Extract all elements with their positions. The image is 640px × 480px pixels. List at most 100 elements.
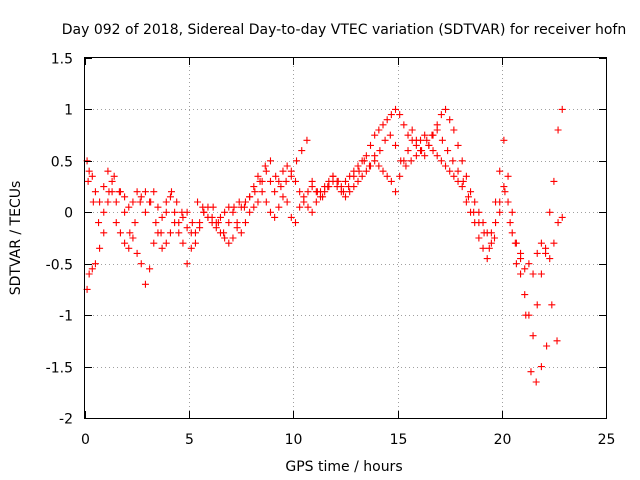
data-point: [500, 183, 508, 191]
data-point: [386, 131, 394, 139]
data-point: [421, 152, 429, 160]
data-point: [271, 188, 279, 196]
data-point: [470, 208, 478, 216]
x-tick-label: 5: [185, 432, 194, 448]
data-point: [125, 244, 133, 252]
data-point: [121, 239, 129, 247]
data-point: [296, 188, 304, 196]
y-tick-label: 0: [64, 206, 73, 222]
data-point: [437, 157, 445, 165]
data-point: [246, 193, 254, 201]
data-point: [362, 167, 370, 175]
data-point: [137, 193, 145, 201]
data-point: [345, 183, 353, 191]
data-point: [437, 111, 445, 119]
data-point: [400, 121, 408, 129]
data-point: [146, 265, 154, 273]
data-point: [91, 260, 99, 268]
data-point: [100, 229, 108, 237]
data-point: [517, 249, 525, 257]
data-point: [392, 188, 400, 196]
data-point: [225, 239, 233, 247]
data-point: [291, 177, 299, 185]
data-point: [404, 147, 412, 155]
data-point: [85, 270, 93, 278]
data-point: [112, 198, 120, 206]
data-point: [428, 131, 436, 139]
x-tick-label: 20: [494, 432, 512, 448]
data-point: [250, 203, 258, 211]
data-point: [266, 208, 274, 216]
data-point: [275, 177, 283, 185]
x-tick-label: 15: [390, 432, 408, 448]
data-point: [250, 183, 258, 191]
data-point: [342, 193, 349, 201]
y-tick-label: -2: [59, 412, 73, 428]
data-point: [504, 172, 512, 180]
data-point: [108, 177, 116, 185]
data-point: [256, 177, 264, 185]
data-point: [525, 260, 533, 268]
grid: [85, 58, 606, 418]
data-point: [110, 172, 118, 180]
data-point: [548, 301, 556, 309]
data-point: [229, 208, 237, 216]
data-point: [402, 162, 410, 170]
data-point: [216, 213, 224, 221]
data-point: [342, 177, 349, 185]
data-point: [458, 183, 466, 191]
data-point: [324, 183, 332, 191]
data-point: [485, 244, 493, 252]
data-point: [464, 193, 472, 201]
data-point: [454, 167, 462, 175]
data-point: [251, 188, 259, 196]
data-point: [508, 208, 516, 216]
data-point: [241, 219, 249, 227]
data-point: [417, 136, 425, 144]
data-point: [558, 105, 566, 113]
data-point: [183, 260, 191, 268]
data-point: [329, 172, 337, 180]
data-point: [187, 244, 195, 252]
data-point: [89, 198, 97, 206]
data-point: [272, 172, 280, 180]
data-point: [141, 208, 149, 216]
data-point: [553, 337, 561, 345]
data-point: [162, 198, 170, 206]
data-point: [442, 105, 450, 113]
data-point: [178, 208, 186, 216]
data-point: [304, 203, 312, 211]
data-point: [254, 172, 262, 180]
data-point: [408, 136, 416, 144]
data-point: [240, 203, 248, 211]
data-point: [333, 183, 341, 191]
data-point: [157, 229, 165, 237]
data-point: [171, 219, 179, 227]
series-3: [84, 126, 561, 386]
data-point: [150, 188, 158, 196]
data-point: [371, 152, 379, 160]
data-point: [450, 172, 458, 180]
data-point: [100, 208, 108, 216]
data-point: [293, 157, 301, 165]
data-point: [492, 198, 500, 206]
data-point: [506, 219, 514, 227]
data-point: [84, 177, 92, 185]
data-point: [129, 198, 137, 206]
data-point: [221, 208, 229, 216]
data-point: [355, 167, 363, 175]
data-point: [104, 167, 112, 175]
data-point: [446, 116, 454, 124]
data-point: [183, 224, 191, 232]
data-point: [346, 188, 354, 196]
data-point: [480, 229, 488, 237]
data-point: [554, 219, 562, 227]
data-point: [360, 157, 368, 165]
axis-ticks: [85, 58, 607, 419]
data-point: [459, 177, 467, 185]
data-point: [121, 208, 129, 216]
data-point: [467, 188, 475, 196]
data-point: [529, 270, 537, 278]
data-point: [462, 172, 470, 180]
data-point: [407, 157, 415, 165]
